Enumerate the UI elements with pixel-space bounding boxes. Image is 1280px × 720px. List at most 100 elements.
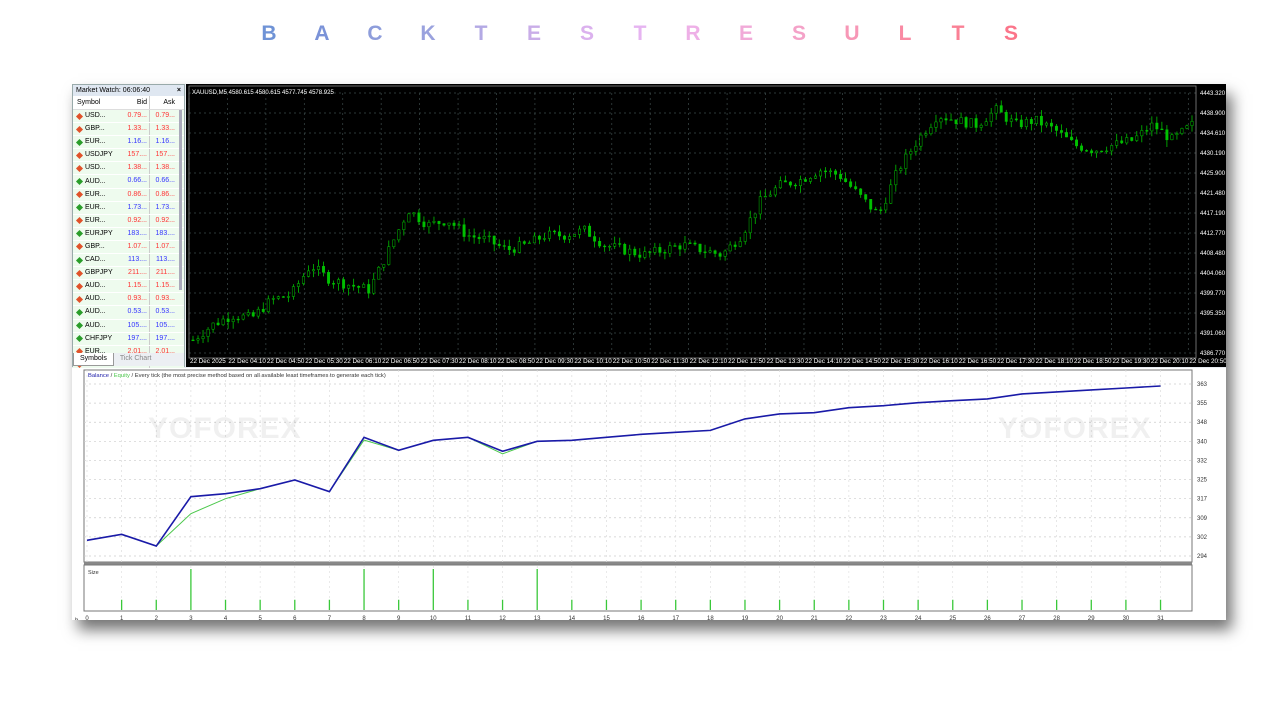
symbol-row[interactable]: GBP... 1.07... 1.07... xyxy=(73,240,184,255)
column-ask[interactable]: Ask xyxy=(163,99,175,106)
candle-body xyxy=(844,178,848,182)
candle-body xyxy=(1034,115,1038,124)
arrow-down-icon xyxy=(75,243,84,251)
y-tick-label: 340 xyxy=(1197,439,1208,445)
bid-cell: 0.79... xyxy=(121,110,150,123)
ask-cell: 1.38... xyxy=(155,164,175,172)
column-symbol[interactable]: Symbol xyxy=(77,99,101,106)
candle-body xyxy=(497,243,501,246)
arrow-down-icon xyxy=(75,269,84,277)
candle-body xyxy=(226,318,230,322)
price-chart[interactable]: 22 Dec 2025 22 Dec 04:10 22 Dec 04:50 22 De… xyxy=(186,84,1227,367)
time-tick-label: 22 Dec 2025 xyxy=(190,358,226,365)
symbol-name: AUD... xyxy=(85,295,106,303)
candle-body xyxy=(271,298,275,300)
time-tick-label: 22 Dec 18:10 xyxy=(1036,358,1074,365)
candle-body xyxy=(753,213,757,219)
candle-body xyxy=(1110,145,1114,152)
close-icon[interactable]: × xyxy=(176,87,181,94)
symbol-row[interactable]: EUR... 0.92... 0.92... xyxy=(73,214,184,228)
price-tick-label: 4421.480 xyxy=(1200,191,1226,197)
ask-cell: 0.93... xyxy=(155,295,175,303)
candle-body xyxy=(804,179,807,182)
symbol-row[interactable]: EUR... 1.16... 1.16... xyxy=(73,136,184,150)
x-tick-label: 27 xyxy=(1019,616,1026,620)
arrow-up-icon xyxy=(75,204,84,212)
arrow-up-icon xyxy=(75,256,84,264)
candle-body xyxy=(558,231,561,237)
symbol-row[interactable]: USDJPY 157.... 157.... xyxy=(73,149,184,163)
candle-body xyxy=(261,308,265,312)
candle-body xyxy=(954,119,958,124)
candle-body xyxy=(342,279,346,289)
symbol-name: GBP... xyxy=(85,125,105,133)
symbol-row[interactable]: CHFJPY 197.... 197.... xyxy=(73,332,184,346)
title-letter: S xyxy=(791,22,806,45)
candle-body xyxy=(678,245,682,250)
candle-body xyxy=(537,235,541,240)
candle-body xyxy=(899,168,903,171)
candle-body xyxy=(638,254,642,258)
title-letter: K xyxy=(420,22,436,45)
symbol-row[interactable]: AUD... 1.15... 1.15... xyxy=(73,280,184,294)
scrollbar[interactable] xyxy=(179,110,182,290)
chart-legend: Balance / Equity / Every tick (the most … xyxy=(88,373,386,379)
symbol-name: EUR... xyxy=(85,203,106,211)
symbol-row[interactable]: GBPJPY 211.... 211.... xyxy=(73,267,184,281)
symbol-row[interactable]: AUD... 105.... 105.... xyxy=(73,319,184,333)
y-tick-label: 363 xyxy=(1197,382,1208,388)
symbol-row[interactable]: AUD... 0.66... 0.66... xyxy=(73,175,184,189)
candle-body xyxy=(352,284,356,287)
ask-cell: 113.... xyxy=(156,256,175,264)
symbol-cell: CHFJPY xyxy=(73,333,121,345)
symbol-row[interactable]: GBP... 1.33... 1.33... xyxy=(73,123,184,137)
candle-body xyxy=(613,243,617,247)
price-tick-label: 4443.320 xyxy=(1200,91,1226,97)
size-label: Size xyxy=(88,570,99,576)
symbol-cell: GBP... xyxy=(73,241,121,253)
symbol-row[interactable]: CAD... 113.... 113.... xyxy=(73,254,184,268)
tab-tick-chart[interactable]: Tick Chart xyxy=(119,355,152,362)
tab-symbols[interactable]: Symbols xyxy=(73,353,114,366)
candlestick-chart: 22 Dec 2025 22 Dec 04:10 22 Dec 04:50 22 De… xyxy=(188,85,1227,365)
symbol-name: USD... xyxy=(85,112,106,120)
candle-body xyxy=(191,339,195,342)
column-bid[interactable]: Bid xyxy=(121,96,150,109)
candle-body xyxy=(894,170,898,186)
legend-separator: / xyxy=(109,373,114,379)
candle-body xyxy=(683,242,687,250)
bid-cell: 0.66... xyxy=(121,175,150,188)
title-letter: E xyxy=(526,22,541,45)
candle-body xyxy=(1185,125,1189,129)
y-tick-label: 355 xyxy=(1197,401,1208,407)
candle-body xyxy=(1160,128,1164,131)
candle-body xyxy=(206,328,210,337)
candle-body xyxy=(547,230,551,239)
symbol-row[interactable]: USD... 1.38... 1.38... xyxy=(73,162,184,176)
candle-body xyxy=(1019,119,1023,128)
symbol-row[interactable]: AUD... 0.53... 0.53... xyxy=(73,306,184,320)
bid-cell: 113.... xyxy=(121,254,150,267)
candle-body xyxy=(397,229,401,241)
ask-cell: 1.16... xyxy=(155,138,175,146)
candle-body xyxy=(809,178,812,182)
x-tick-label: 6 xyxy=(293,616,297,620)
symbol-row[interactable]: EUR... 0.86... 0.86... xyxy=(73,188,184,202)
symbol-cell: AUD... xyxy=(73,175,121,187)
candle-body xyxy=(1150,122,1154,132)
candle-body xyxy=(748,217,752,233)
candle-body xyxy=(246,312,250,316)
symbol-cell: AUD... xyxy=(73,320,121,332)
symbol-row[interactable]: EURJPY 183.... 183.... xyxy=(73,227,184,241)
title-letter: C xyxy=(367,22,383,45)
symbol-row[interactable]: EUR... 1.73... 1.73... xyxy=(73,201,184,215)
symbol-row[interactable]: AUD... 0.93... 0.93... xyxy=(73,293,184,307)
candle-body xyxy=(492,235,496,245)
candle-body xyxy=(583,225,587,230)
candle-body xyxy=(412,212,416,215)
candle-body xyxy=(1175,133,1179,135)
symbol-row[interactable]: USD... 0.79... 0.79... xyxy=(73,110,184,124)
arrow-down-icon xyxy=(75,295,84,303)
symbol-cell: USD... xyxy=(73,162,121,174)
symbol-cell: CAD... xyxy=(73,254,121,266)
